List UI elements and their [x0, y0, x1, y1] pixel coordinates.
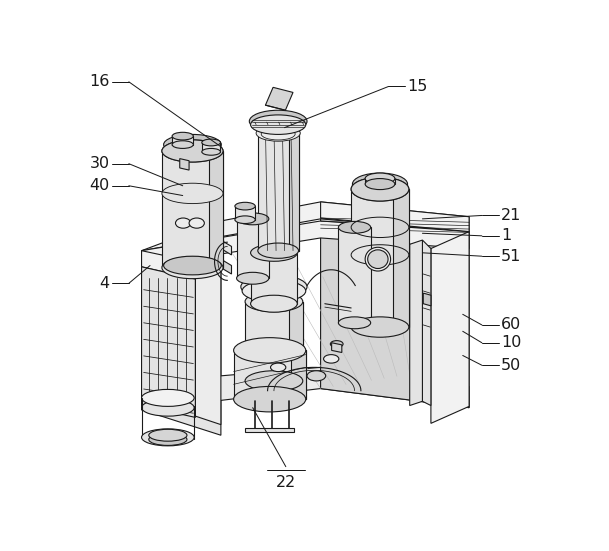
Polygon shape	[221, 240, 231, 255]
Ellipse shape	[141, 390, 194, 407]
Polygon shape	[423, 240, 431, 406]
Ellipse shape	[141, 429, 194, 446]
Ellipse shape	[351, 177, 409, 201]
Ellipse shape	[235, 216, 255, 224]
Polygon shape	[209, 151, 223, 268]
Ellipse shape	[236, 213, 269, 225]
Polygon shape	[339, 228, 371, 323]
Ellipse shape	[202, 148, 220, 155]
Ellipse shape	[141, 399, 194, 416]
Polygon shape	[289, 301, 303, 381]
Ellipse shape	[172, 141, 193, 148]
Ellipse shape	[351, 317, 409, 337]
Polygon shape	[141, 221, 469, 267]
Ellipse shape	[164, 134, 221, 155]
Ellipse shape	[245, 291, 303, 312]
Polygon shape	[141, 368, 469, 410]
Ellipse shape	[245, 371, 303, 391]
Text: 1: 1	[501, 228, 511, 244]
Ellipse shape	[162, 140, 223, 162]
Text: 4: 4	[100, 276, 110, 291]
Polygon shape	[195, 237, 221, 425]
Ellipse shape	[323, 355, 339, 363]
Polygon shape	[245, 301, 303, 381]
Ellipse shape	[149, 429, 187, 441]
Ellipse shape	[258, 243, 298, 258]
Ellipse shape	[162, 140, 223, 162]
Polygon shape	[320, 202, 469, 231]
Ellipse shape	[164, 256, 221, 275]
Text: 30: 30	[90, 156, 110, 171]
Polygon shape	[351, 189, 409, 327]
Text: 22: 22	[276, 475, 296, 490]
Polygon shape	[180, 159, 189, 170]
Polygon shape	[410, 240, 423, 406]
Ellipse shape	[235, 202, 255, 210]
Polygon shape	[236, 219, 269, 278]
Ellipse shape	[365, 173, 395, 184]
Ellipse shape	[242, 280, 306, 302]
Polygon shape	[235, 206, 255, 220]
Ellipse shape	[202, 139, 220, 146]
Polygon shape	[320, 219, 469, 408]
Ellipse shape	[307, 371, 326, 381]
Polygon shape	[393, 189, 409, 327]
Ellipse shape	[250, 115, 306, 134]
Ellipse shape	[234, 338, 306, 363]
Ellipse shape	[249, 110, 307, 132]
Text: 60: 60	[501, 317, 521, 332]
Ellipse shape	[339, 317, 371, 329]
Ellipse shape	[365, 247, 390, 271]
Polygon shape	[431, 231, 469, 423]
Polygon shape	[141, 267, 195, 418]
Ellipse shape	[234, 386, 306, 412]
Polygon shape	[250, 253, 297, 304]
Polygon shape	[365, 179, 395, 184]
Ellipse shape	[162, 257, 223, 279]
Text: 21: 21	[501, 208, 521, 223]
Ellipse shape	[258, 118, 298, 133]
Ellipse shape	[365, 179, 395, 190]
Ellipse shape	[351, 177, 409, 201]
Ellipse shape	[241, 275, 307, 299]
Ellipse shape	[330, 341, 343, 348]
Polygon shape	[234, 350, 306, 399]
Text: 40: 40	[90, 179, 110, 193]
Ellipse shape	[149, 434, 187, 445]
Text: 15: 15	[407, 79, 428, 94]
Text: 50: 50	[501, 358, 521, 372]
Polygon shape	[141, 202, 469, 266]
Ellipse shape	[172, 132, 193, 140]
Ellipse shape	[261, 128, 295, 140]
Ellipse shape	[339, 222, 371, 233]
Ellipse shape	[175, 218, 191, 228]
Ellipse shape	[189, 218, 205, 228]
Ellipse shape	[256, 125, 300, 141]
Text: 51: 51	[501, 249, 521, 264]
Polygon shape	[141, 251, 195, 279]
Polygon shape	[172, 136, 193, 144]
Ellipse shape	[162, 183, 223, 203]
Ellipse shape	[236, 272, 269, 284]
Polygon shape	[258, 126, 298, 251]
Ellipse shape	[368, 250, 388, 268]
Polygon shape	[162, 151, 223, 268]
Ellipse shape	[250, 295, 297, 312]
Polygon shape	[141, 237, 221, 435]
Ellipse shape	[270, 363, 286, 371]
Text: 10: 10	[501, 335, 521, 350]
Polygon shape	[291, 350, 306, 399]
Polygon shape	[423, 293, 431, 306]
Ellipse shape	[353, 173, 407, 195]
Polygon shape	[221, 259, 231, 274]
Polygon shape	[266, 88, 293, 110]
Polygon shape	[289, 126, 298, 251]
Text: 16: 16	[90, 74, 110, 89]
Polygon shape	[202, 143, 220, 152]
Polygon shape	[245, 428, 294, 432]
Polygon shape	[332, 343, 342, 353]
Ellipse shape	[250, 244, 297, 261]
